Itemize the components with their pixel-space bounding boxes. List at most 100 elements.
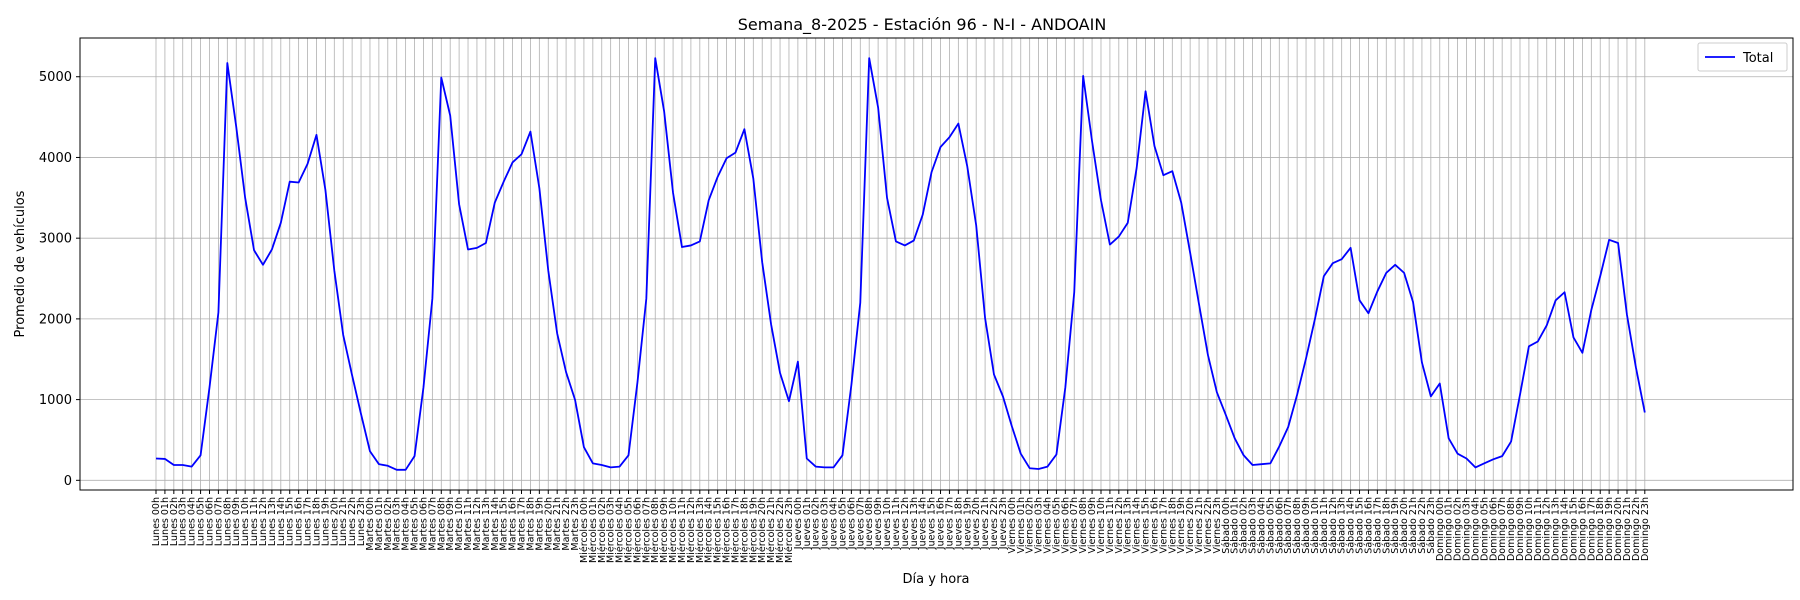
x-tick-label: Martes 03h: [392, 497, 403, 551]
x-tick-label: Jueves 03h: [820, 497, 831, 550]
x-tick-label: Jueves 01h: [802, 497, 813, 550]
x-tick-label: Jueves 13h: [909, 497, 920, 550]
x-tick-label: Domingo 00h: [1435, 497, 1446, 561]
x-tick-label: Jueves 05h: [837, 497, 848, 550]
legend-label-total: Total: [1742, 51, 1773, 66]
x-tick-label: Domingo 09h: [1515, 497, 1526, 561]
x-tick-label: Viernes 21h: [1194, 497, 1205, 553]
x-tick-label: Sábado 19h: [1390, 497, 1401, 554]
x-tick-label: Lunes 03h: [178, 497, 189, 546]
x-tick-label: Martes 07h: [427, 497, 438, 551]
x-tick-label: Miércoles 02h: [597, 497, 608, 563]
x-tick-label: Miércoles 19h: [748, 497, 759, 563]
x-tick-label: Jueves 00h: [793, 497, 804, 550]
y-tick-label: 4000: [39, 151, 72, 166]
x-tick-label: Viernes 01h: [1016, 497, 1027, 553]
x-tick-label: Sábado 07h: [1283, 497, 1294, 554]
x-tick-label: Lunes 08h: [222, 497, 233, 546]
x-tick-label: Viernes 18h: [1167, 497, 1178, 553]
x-tick-label: Domingo 16h: [1577, 497, 1588, 561]
x-tick-label: Jueves 10h: [882, 497, 893, 550]
chart-title: Semana_8-2025 - Estación 96 - N-I - ANDO…: [738, 15, 1107, 35]
x-tick-label: Martes 22h: [561, 497, 572, 551]
x-tick-label: Domingo 08h: [1506, 497, 1517, 561]
x-tick-label: Viernes 05h: [1051, 497, 1062, 553]
x-tick-label: Miércoles 08h: [650, 497, 661, 563]
x-tick-label: Martes 04h: [401, 497, 412, 551]
x-tick-label: Domingo 21h: [1622, 497, 1633, 561]
x-tick-label: Viernes 08h: [1078, 497, 1089, 553]
legend-box: [1697, 42, 1788, 72]
x-tick-label: Jueves 07h: [855, 497, 866, 550]
x-tick-label: Domingo 04h: [1470, 497, 1481, 561]
x-tick-label: Jueves 16h: [936, 497, 947, 550]
x-tick-label: Viernes 17h: [1158, 497, 1169, 553]
plot-frame: [79, 37, 1794, 491]
x-tick-label: Lunes 20h: [329, 497, 340, 546]
x-tick-label: Viernes 15h: [1141, 497, 1152, 553]
x-tick-label: Domingo 23h: [1640, 497, 1651, 561]
x-tick-label: Domingo 05h: [1479, 497, 1490, 561]
x-tick-label: Domingo 17h: [1586, 497, 1597, 561]
x-tick-label: Lunes 04h: [187, 497, 198, 546]
x-tick-label: Jueves 14h: [918, 497, 929, 550]
x-tick-label: Jueves 15h: [927, 497, 938, 550]
x-tick-label: Domingo 02h: [1453, 497, 1464, 561]
x-tick-label: Viernes 19h: [1176, 497, 1187, 553]
y-tick-label: 5000: [39, 70, 72, 85]
x-tick-label: Domingo 11h: [1533, 497, 1544, 561]
x-tick-label: Martes 10h: [454, 497, 465, 551]
x-tick-label: Jueves 19h: [962, 497, 973, 550]
x-tick-label: Miércoles 17h: [730, 497, 741, 563]
x-tick-label: Jueves 17h: [944, 497, 955, 550]
x-tick-label: Lunes 13h: [267, 497, 278, 546]
x-tick-label: Miércoles 09h: [659, 497, 670, 563]
x-tick-label: Lunes 16h: [294, 497, 305, 546]
x-tick-label: Miércoles 23h: [784, 497, 795, 563]
x-tick-label: Viernes 12h: [1114, 497, 1125, 553]
x-tick-label: Miércoles 07h: [641, 497, 652, 563]
x-tick-label: Lunes 12h: [258, 497, 269, 546]
x-tick-label: Jueves 18h: [953, 497, 964, 550]
x-tick-label: Domingo 20h: [1613, 497, 1624, 561]
x-tick-label: Sábado 01h: [1230, 497, 1241, 554]
x-tick-label: Miércoles 16h: [722, 497, 733, 563]
x-tick-label: Domingo 19h: [1604, 497, 1615, 561]
x-tick-label: Jueves 22h: [989, 497, 1000, 550]
x-tick-label: Miércoles 05h: [623, 497, 634, 563]
x-tick-label: Viernes 00h: [1007, 497, 1018, 553]
x-tick-label: Lunes 05h: [196, 497, 207, 546]
x-tick-label: Martes 16h: [508, 497, 519, 551]
x-tick-label: Viernes 09h: [1087, 497, 1098, 553]
x-tick-label: Sábado 04h: [1256, 497, 1267, 554]
x-tick-label: Viernes 03h: [1034, 497, 1045, 553]
x-tick-label: Jueves 21h: [980, 497, 991, 550]
series: [155, 57, 1646, 471]
x-tick-label: Sábado 20h: [1399, 497, 1410, 554]
x-tick-label: Miércoles 20h: [757, 497, 768, 563]
x-tick-label: Lunes 06h: [204, 497, 215, 546]
x-tick-label: Lunes 21h: [338, 497, 349, 546]
x-tick-label: Viernes 02h: [1025, 497, 1036, 553]
x-tick-label: Lunes 11h: [249, 497, 260, 546]
x-tick-label: Viernes 11h: [1105, 497, 1116, 553]
x-tick-label: Miércoles 22h: [775, 497, 786, 563]
x-tick-label: Miércoles 13h: [695, 497, 706, 563]
x-tick-label: Jueves 23h: [998, 497, 1009, 550]
x-tick-label: Lunes 10h: [240, 497, 251, 546]
x-tick-label: Martes 13h: [481, 497, 492, 551]
x-tick-label: Miércoles 01h: [588, 497, 599, 563]
y-tick-label: 0: [64, 474, 72, 489]
x-tick-label: Martes 20h: [543, 497, 554, 551]
x-tick-label: Sábado 16h: [1363, 497, 1374, 554]
x-tick-label: Lunes 14h: [276, 497, 287, 546]
x-tick-label: Martes 01h: [374, 497, 385, 551]
x-tick-label: Miércoles 14h: [704, 497, 715, 563]
y-tick-label: 2000: [39, 312, 72, 327]
x-tick-label: Sábado 18h: [1381, 497, 1392, 554]
x-tick-label: Miércoles 21h: [766, 497, 777, 563]
x-tick-label: Jueves 02h: [811, 497, 822, 550]
x-tick-label: Martes 21h: [552, 497, 563, 551]
x-tick-label: Martes 15h: [499, 497, 510, 551]
